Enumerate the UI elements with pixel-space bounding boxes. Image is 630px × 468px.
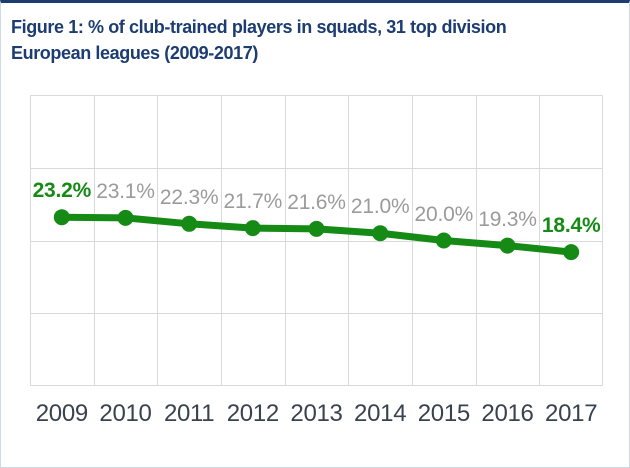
point-value-label: 18.4% — [541, 214, 601, 238]
point-value-label: 21.0% — [350, 195, 410, 219]
point-value-label: 21.6% — [287, 190, 346, 214]
point-value-label: 23.1% — [96, 179, 155, 203]
data-point-marker — [308, 220, 325, 237]
data-point-marker — [372, 225, 389, 242]
point-value-label: 19.3% — [478, 207, 537, 231]
x-tick-label: 2013 — [290, 400, 343, 427]
point-value-label: 22.3% — [159, 185, 219, 209]
x-tick-label: 2015 — [417, 400, 471, 427]
point-value-label: 23.2% — [32, 179, 92, 203]
data-point-marker — [181, 215, 198, 232]
figure-title-line-2: European leagues (2009-2017) — [11, 43, 258, 63]
point-value-label: 20.0% — [414, 202, 474, 226]
plot-area — [30, 95, 603, 386]
data-point-marker — [563, 244, 580, 261]
point-value-label: 21.7% — [223, 190, 283, 214]
data-point-marker — [53, 209, 70, 226]
x-tick-label: 2011 — [163, 400, 215, 427]
x-tick-label: 2012 — [226, 400, 280, 427]
x-tick-label: 2014 — [354, 400, 407, 427]
x-tick-label: 2009 — [35, 400, 89, 427]
x-tick-label: 2016 — [481, 400, 534, 427]
x-tick-label: 2010 — [99, 400, 152, 427]
data-point-marker — [117, 209, 134, 226]
line-chart: 23.2% 23.1% 22.3% 21.7% 21.6% 21.0% 20.0% 19.3%… — [30, 95, 603, 427]
data-point-marker — [435, 232, 452, 249]
figure-title: Figure 1: % of club-trained players in s… — [11, 14, 507, 66]
data-point-marker — [499, 237, 516, 254]
data-point-marker — [244, 220, 261, 237]
x-tick-label: 2017 — [545, 400, 598, 427]
figure-title-line-1: Figure 1: % of club-trained players in s… — [11, 17, 507, 37]
